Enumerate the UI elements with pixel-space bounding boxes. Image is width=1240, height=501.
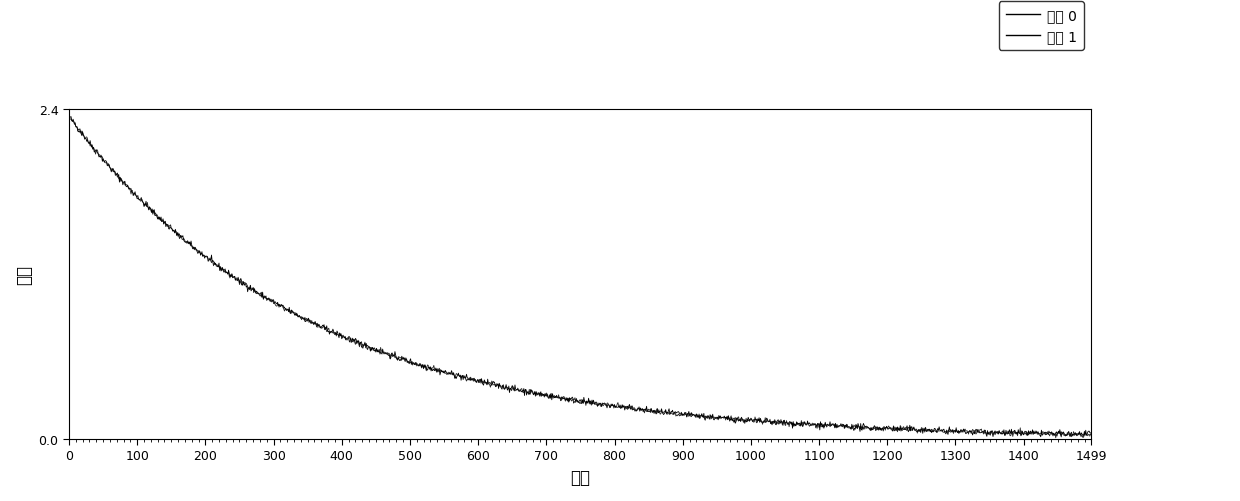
Legend: 曲线 0, 曲线 1: 曲线 0, 曲线 1 bbox=[998, 2, 1084, 51]
曲线 1 bbox=[182, 240, 197, 246]
曲线 1 bbox=[1048, 435, 1063, 441]
曲线 1 bbox=[644, 410, 658, 416]
曲线 1 bbox=[140, 204, 155, 210]
曲线 1 bbox=[1084, 432, 1099, 438]
Line: 曲线 0: 曲线 0 bbox=[69, 116, 1091, 437]
曲线 0 bbox=[534, 391, 549, 397]
Y-axis label: 幅度: 幅度 bbox=[15, 265, 33, 285]
曲线 1 bbox=[495, 384, 510, 390]
曲线 0 bbox=[495, 382, 510, 388]
Line: 曲线 1: 曲线 1 bbox=[69, 116, 1091, 438]
曲线 0 bbox=[516, 386, 531, 392]
曲线 1 bbox=[62, 113, 77, 119]
曲线 0 bbox=[1075, 434, 1090, 440]
曲线 0 bbox=[140, 205, 155, 211]
曲线 0 bbox=[62, 113, 77, 119]
曲线 0 bbox=[644, 406, 658, 412]
曲线 1 bbox=[516, 390, 531, 396]
曲线 0 bbox=[182, 239, 197, 245]
曲线 1 bbox=[534, 392, 549, 398]
X-axis label: 时间: 时间 bbox=[570, 468, 590, 486]
曲线 0 bbox=[1084, 431, 1099, 437]
